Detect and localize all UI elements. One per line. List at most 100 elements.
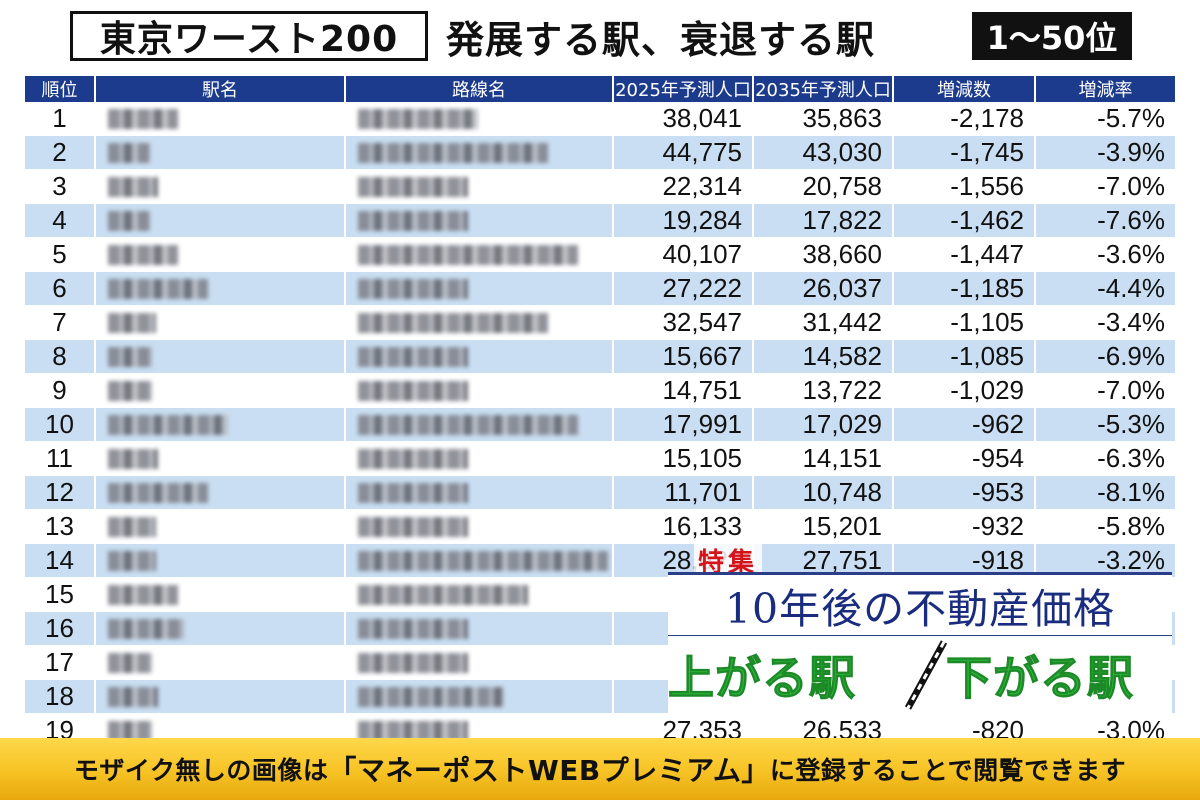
station-name-cell xyxy=(94,203,345,238)
rank-cell: 6 xyxy=(25,271,95,306)
station-name-cell xyxy=(94,237,345,272)
mosaic-blur xyxy=(358,380,468,401)
pop2025-cell: 16,133 xyxy=(612,509,753,544)
banner-premium-link[interactable]: 「マネーポストWEBプレミアム」 xyxy=(328,754,770,787)
line-name-cell xyxy=(344,441,613,476)
line-name-cell xyxy=(344,611,613,646)
mosaic-blur xyxy=(358,312,548,333)
mosaic-blur xyxy=(108,516,156,537)
table-row: 13 16,133 15,201 -932 -5.8% xyxy=(25,509,1175,544)
line-name-cell xyxy=(344,373,613,408)
pop2035-cell: 17,029 xyxy=(752,407,893,442)
rank-cell: 8 xyxy=(25,339,95,374)
pop2035-cell: 10,748 xyxy=(752,475,893,510)
line-name-cell xyxy=(344,713,613,738)
table-row: 2 44,775 43,030 -1,745 -3.9% xyxy=(25,135,1175,170)
change-cell: -1,556 xyxy=(892,169,1035,204)
change-cell: -2,178 xyxy=(892,102,1035,136)
column-header-rate: 増減率 xyxy=(1034,76,1175,102)
change-cell: -1,447 xyxy=(892,237,1035,272)
station-name-cell xyxy=(94,611,345,646)
page-subtitle: 発展する駅、衰退する駅 xyxy=(446,17,876,62)
station-name-cell xyxy=(94,577,345,612)
rank-cell: 17 xyxy=(25,645,95,680)
station-name-cell xyxy=(94,271,345,306)
pop2035-cell: 20,758 xyxy=(752,169,893,204)
rank-cell: 10 xyxy=(25,407,95,442)
column-header-line: 路線名 xyxy=(344,76,613,102)
station-name-cell xyxy=(94,645,345,680)
table-row: 10 17,991 17,029 -962 -5.3% xyxy=(25,407,1175,442)
rank-cell: 4 xyxy=(25,203,95,238)
line-name-cell xyxy=(344,203,613,238)
pop2035-cell: 31,442 xyxy=(752,305,893,340)
pop2025-cell: 14,751 xyxy=(612,373,753,408)
line-name-cell xyxy=(344,475,613,510)
line-name-cell xyxy=(344,543,613,578)
table-row: 7 32,547 31,442 -1,105 -3.4% xyxy=(25,305,1175,340)
line-name-cell xyxy=(344,509,613,544)
rank-cell: 15 xyxy=(25,577,95,612)
mosaic-blur xyxy=(108,346,152,367)
column-header-change: 増減数 xyxy=(892,76,1035,102)
line-name-cell xyxy=(344,645,613,680)
mosaic-blur xyxy=(108,244,178,265)
change-cell: -1,085 xyxy=(892,339,1035,374)
rate-cell: -6.3% xyxy=(1034,441,1175,476)
pop2025-cell: 22,314 xyxy=(612,169,753,204)
mosaic-blur xyxy=(358,210,468,231)
rank-cell: 1 xyxy=(25,102,95,136)
station-name-cell xyxy=(94,441,345,476)
banner-text-after: に登録することで閲覧できます xyxy=(769,756,1127,785)
pop2025-cell: 19,284 xyxy=(612,203,753,238)
pop2035-cell: 38,660 xyxy=(752,237,893,272)
mosaic-blur xyxy=(108,448,158,469)
mosaic-blur xyxy=(358,448,468,469)
pop2025-cell: 40,107 xyxy=(612,237,753,272)
mosaic-blur xyxy=(108,210,150,231)
rising-stations-label: 上がる駅 xyxy=(668,651,856,706)
pop2035-cell: 14,582 xyxy=(752,339,893,374)
change-cell: -1,029 xyxy=(892,373,1035,408)
rank-cell: 14 xyxy=(25,543,95,578)
mosaic-blur xyxy=(358,108,478,129)
change-cell: -1,462 xyxy=(892,203,1035,238)
rate-cell: -7.0% xyxy=(1034,169,1175,204)
rail-track-icon xyxy=(904,640,948,710)
mosaic-blur xyxy=(108,380,152,401)
pop2025-cell: 32,547 xyxy=(612,305,753,340)
change-cell: -1,745 xyxy=(892,135,1035,170)
station-name-cell xyxy=(94,407,345,442)
rank-cell: 2 xyxy=(25,135,95,170)
mosaic-blur xyxy=(358,142,548,163)
pop2025-cell: 11,701 xyxy=(612,475,753,510)
table-row: 3 22,314 20,758 -1,556 -7.0% xyxy=(25,169,1175,204)
mosaic-blur xyxy=(358,618,468,639)
station-name-cell xyxy=(94,169,345,204)
premium-banner[interactable]: モザイク無しの画像は 「マネーポストWEBプレミアム」 に登録することで閲覧でき… xyxy=(0,738,1200,800)
rank-cell: 11 xyxy=(25,441,95,476)
line-name-cell xyxy=(344,237,613,272)
rank-cell: 5 xyxy=(25,237,95,272)
rate-cell: -3.4% xyxy=(1034,305,1175,340)
pop2035-cell: 17,822 xyxy=(752,203,893,238)
rank-cell: 9 xyxy=(25,373,95,408)
mosaic-blur xyxy=(358,414,578,435)
mosaic-blur xyxy=(358,720,468,738)
rate-cell: -7.6% xyxy=(1034,203,1175,238)
mosaic-blur xyxy=(358,686,504,707)
rate-cell: -5.7% xyxy=(1034,102,1175,136)
rate-cell: -5.8% xyxy=(1034,509,1175,544)
pop2035-cell: 15,201 xyxy=(752,509,893,544)
rank-cell: 19 xyxy=(25,713,95,738)
mosaic-blur xyxy=(108,278,208,299)
change-cell: -962 xyxy=(892,407,1035,442)
page-title: 東京ワースト200 xyxy=(70,11,428,61)
rank-cell: 13 xyxy=(25,509,95,544)
feature-overlay: 特集 10年後の不動産価格 上がる駅 下がる駅 xyxy=(664,542,1176,718)
mosaic-blur xyxy=(358,584,528,605)
rate-cell: -8.1% xyxy=(1034,475,1175,510)
station-name-cell xyxy=(94,713,345,738)
